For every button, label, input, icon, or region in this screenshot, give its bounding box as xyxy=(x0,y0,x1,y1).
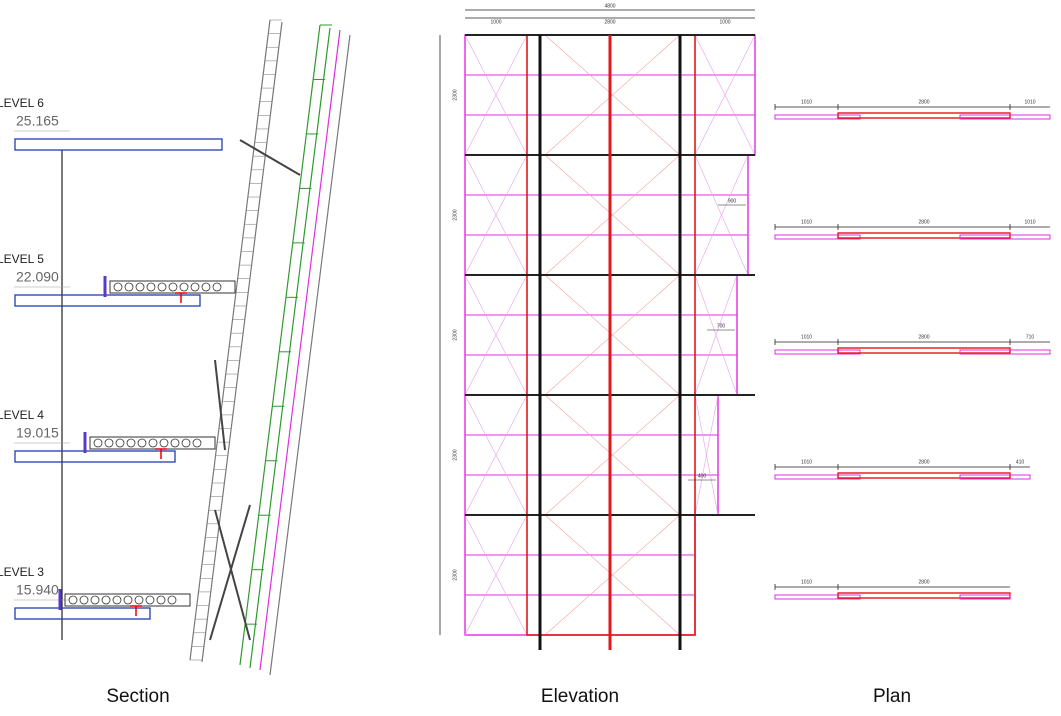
dim-text: 900 xyxy=(728,198,737,204)
view-caption: Plan xyxy=(873,686,911,707)
dim-text: 2300 xyxy=(452,89,458,100)
beam-hole xyxy=(202,283,210,291)
brace xyxy=(215,510,250,640)
slab xyxy=(15,608,150,619)
drawing-sheet: LEVEL 6 25.165 LEVEL 5 22.090 LEVEL 4 19.015 L… xyxy=(0,0,1061,716)
beam-hole xyxy=(191,283,199,291)
beam-hole xyxy=(171,439,179,447)
bay xyxy=(465,515,695,635)
dim-text: 1010 xyxy=(801,219,812,225)
dim-text: 2800 xyxy=(918,99,929,105)
beam-hole xyxy=(182,439,190,447)
dim-text: 1010 xyxy=(801,459,812,465)
beam-hole xyxy=(147,283,155,291)
beam-hole xyxy=(102,596,110,604)
dim-text: 1010 xyxy=(1024,219,1035,225)
bay xyxy=(465,155,748,275)
beam-hole xyxy=(138,439,146,447)
beam-hole xyxy=(157,596,165,604)
beam-hole xyxy=(114,283,122,291)
dim-text: 1010 xyxy=(1024,99,1035,105)
view-caption: Section xyxy=(106,686,169,707)
dim-text: 410 xyxy=(1016,459,1025,465)
beam-hole xyxy=(193,439,201,447)
frame-chord xyxy=(270,35,350,675)
slab xyxy=(15,295,200,306)
beam-hole xyxy=(169,283,177,291)
dim-text: 4800 xyxy=(604,3,615,9)
dim-text: 2800 xyxy=(604,19,615,25)
bay xyxy=(465,275,737,395)
dim-text: 2300 xyxy=(452,329,458,340)
level-name: LEVEL 6 xyxy=(0,96,44,110)
dim-text: 1010 xyxy=(801,334,812,340)
dim-text: 2300 xyxy=(452,209,458,220)
dim-text: 2800 xyxy=(918,219,929,225)
frame-chord xyxy=(202,22,282,662)
dim-text: 710 xyxy=(1026,334,1035,340)
level-name: LEVEL 5 xyxy=(0,252,44,266)
beam-hole xyxy=(113,596,121,604)
dim-text: 1010 xyxy=(801,579,812,585)
beam-hole xyxy=(91,596,99,604)
dim-text: 1000 xyxy=(719,19,730,25)
beam-hole xyxy=(94,439,102,447)
slab xyxy=(15,451,175,462)
beam-hole xyxy=(135,596,143,604)
level-name: LEVEL 3 xyxy=(0,565,44,579)
dim-text: 2300 xyxy=(452,569,458,580)
dim-text: 2800 xyxy=(918,579,929,585)
beam-hole xyxy=(105,439,113,447)
dim-text: 2800 xyxy=(918,334,929,340)
dim-text: 400 xyxy=(698,473,707,479)
beam-hole xyxy=(125,283,133,291)
beam-hole xyxy=(213,283,221,291)
beam-hole xyxy=(136,283,144,291)
beam-hole xyxy=(80,596,88,604)
dim-text: 1010 xyxy=(801,99,812,105)
beam-hole xyxy=(149,439,157,447)
beam-hole xyxy=(69,596,77,604)
level-elevation: 15.940 xyxy=(16,582,59,598)
frame-chord xyxy=(240,25,320,665)
dim-text: 700 xyxy=(717,323,726,329)
beam-hole xyxy=(168,596,176,604)
view-caption: Elevation xyxy=(541,686,619,707)
slab xyxy=(15,139,222,150)
beam-hole xyxy=(127,439,135,447)
level-elevation: 22.090 xyxy=(16,269,59,285)
beam-hole xyxy=(116,439,124,447)
level-elevation: 19.015 xyxy=(16,425,59,441)
drawing: LEVEL 6 25.165 LEVEL 5 22.090 LEVEL 4 19.015 L… xyxy=(0,3,1050,707)
beam-hole xyxy=(146,596,154,604)
brace xyxy=(240,140,300,175)
beam-hole xyxy=(160,439,168,447)
beam-hole xyxy=(124,596,132,604)
brace xyxy=(215,360,225,450)
level-elevation: 25.165 xyxy=(16,113,59,129)
dim-text: 2800 xyxy=(918,459,929,465)
frame-chord xyxy=(250,28,330,668)
frame-chord xyxy=(260,30,340,670)
beam-hole xyxy=(158,283,166,291)
dim-text: 1000 xyxy=(490,19,501,25)
beam-hole xyxy=(180,283,188,291)
level-name: LEVEL 4 xyxy=(0,408,44,422)
dim-text: 2300 xyxy=(452,449,458,460)
